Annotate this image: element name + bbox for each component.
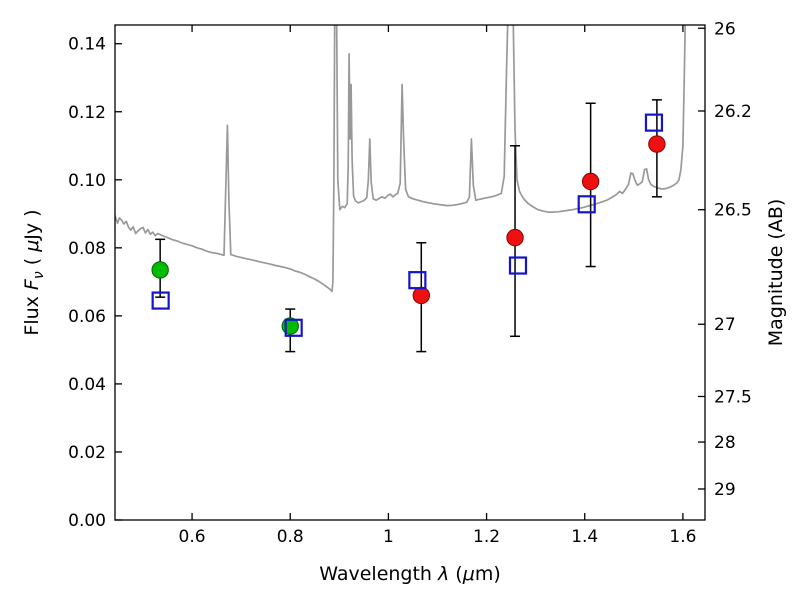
y-tick-label: 0.10	[68, 171, 106, 191]
y2-tick-label: 26.5	[714, 201, 752, 221]
y2-tick-label: 27.5	[714, 387, 752, 407]
blue-square-marker	[284, 318, 303, 337]
green-circle-marker	[151, 261, 169, 279]
blue-square-marker	[151, 291, 170, 310]
y2-tick-label: 27	[714, 315, 736, 335]
x-axis-label: Wavelength λ (μm)	[319, 563, 500, 585]
y-tick-label: 0.06	[68, 307, 106, 327]
x-tick-label: 1.4	[571, 527, 598, 547]
plot-frame	[114, 24, 706, 521]
y-axis-label: Flux Fν ( μJy )	[21, 209, 47, 335]
blue-square-marker	[577, 195, 596, 214]
blue-square-marker	[508, 256, 528, 275]
x-tick-label: 0.6	[179, 527, 206, 547]
y-tick-label: 0.08	[68, 239, 106, 259]
blue-model-markers	[151, 113, 664, 337]
model-spectrum-line	[115, 25, 687, 293]
red-photometry-markers	[412, 135, 666, 305]
axes-ticks: 0.6 0.8 1 1.2 1.4 1.6 0.00 0.02 0.04 0.06 0.08 0.10…	[68, 19, 752, 547]
x-tick-label: 1.2	[473, 527, 500, 547]
x-tick-label: 1	[383, 527, 394, 547]
blue-square-marker	[408, 271, 427, 290]
y-tick-label: 0.12	[68, 103, 106, 123]
red-circle-marker	[506, 228, 524, 247]
y-tick-label: 0.02	[68, 443, 106, 463]
y2-tick-label: 28	[714, 433, 736, 453]
y2-axis-label: Magnitude (AB)	[765, 199, 787, 347]
red-circle-marker	[412, 286, 430, 305]
y-tick-label: 0.04	[68, 375, 106, 395]
y2-tick-label: 29	[714, 480, 736, 500]
y2-tick-label: 26	[714, 19, 736, 39]
x-tick-label: 1.6	[669, 527, 696, 547]
red-circle-marker	[581, 172, 600, 191]
x-tick-label: 0.8	[277, 527, 304, 547]
red-circle-marker	[648, 135, 666, 153]
blue-square-marker	[644, 113, 664, 132]
y-tick-label: 0.00	[68, 511, 106, 531]
y2-tick-label: 26.2	[714, 102, 752, 122]
y-tick-label: 0.14	[68, 35, 106, 55]
